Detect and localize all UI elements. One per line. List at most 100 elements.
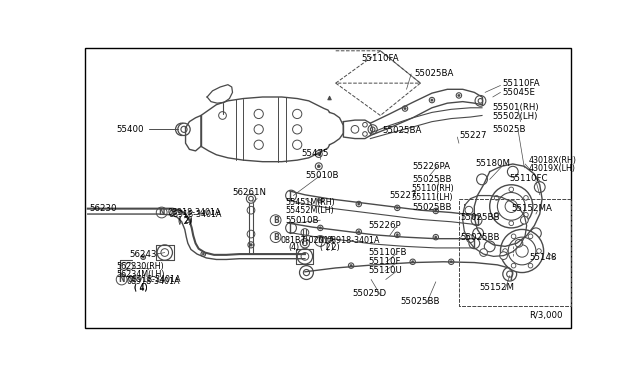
- Text: 55501(RH): 55501(RH): [492, 103, 539, 112]
- Circle shape: [537, 249, 541, 253]
- Circle shape: [528, 263, 533, 268]
- Circle shape: [435, 210, 437, 212]
- Text: N: N: [118, 275, 125, 284]
- Circle shape: [500, 252, 508, 260]
- Text: 55227: 55227: [459, 131, 486, 140]
- Text: 56234M(LH): 56234M(LH): [116, 270, 164, 279]
- Circle shape: [467, 235, 474, 243]
- Circle shape: [524, 196, 528, 200]
- Circle shape: [348, 263, 354, 268]
- Circle shape: [181, 126, 187, 132]
- Circle shape: [480, 249, 488, 256]
- Circle shape: [511, 263, 516, 268]
- Text: 55110F: 55110F: [369, 257, 401, 266]
- Circle shape: [503, 267, 516, 281]
- Circle shape: [351, 125, 359, 133]
- Circle shape: [477, 174, 488, 185]
- Circle shape: [484, 241, 495, 252]
- Circle shape: [469, 238, 480, 249]
- Text: 55010B: 55010B: [305, 171, 339, 180]
- Text: (4): (4): [288, 243, 299, 253]
- Circle shape: [161, 249, 168, 256]
- Circle shape: [292, 109, 302, 119]
- Text: 55025BB: 55025BB: [413, 175, 452, 184]
- Text: 55475: 55475: [301, 150, 328, 158]
- Circle shape: [404, 108, 406, 110]
- Circle shape: [358, 231, 360, 233]
- Circle shape: [270, 232, 281, 243]
- Circle shape: [142, 256, 144, 258]
- Text: ( 4): ( 4): [134, 283, 148, 292]
- Circle shape: [300, 239, 310, 248]
- Text: 55025B: 55025B: [492, 125, 525, 134]
- Text: 55110FB: 55110FB: [369, 248, 407, 257]
- Text: B: B: [273, 232, 278, 242]
- Circle shape: [121, 277, 127, 282]
- Circle shape: [433, 234, 438, 240]
- Text: B: B: [273, 216, 278, 225]
- Circle shape: [249, 196, 253, 201]
- Text: 562330(RH): 562330(RH): [116, 262, 164, 271]
- Text: 55227: 55227: [390, 191, 417, 200]
- Circle shape: [395, 205, 400, 211]
- Text: 08918-3401A: 08918-3401A: [168, 208, 221, 217]
- Bar: [459, 199, 570, 307]
- Text: R/3,000: R/3,000: [529, 311, 563, 320]
- Text: 55025BB: 55025BB: [413, 203, 452, 212]
- Circle shape: [508, 237, 536, 265]
- Circle shape: [471, 215, 482, 225]
- Circle shape: [125, 263, 133, 270]
- Text: N: N: [159, 208, 165, 217]
- Circle shape: [395, 232, 400, 238]
- Circle shape: [456, 93, 461, 98]
- Circle shape: [473, 228, 484, 239]
- Circle shape: [254, 109, 263, 119]
- Circle shape: [368, 125, 378, 134]
- Circle shape: [520, 217, 528, 224]
- Text: 55226PA: 55226PA: [413, 162, 451, 171]
- Circle shape: [505, 200, 517, 212]
- Circle shape: [494, 212, 499, 217]
- Text: 56230: 56230: [90, 204, 116, 213]
- Circle shape: [178, 123, 190, 135]
- Text: 55025D: 55025D: [353, 289, 387, 298]
- Circle shape: [285, 190, 296, 201]
- Text: 55045E: 55045E: [502, 88, 535, 97]
- Circle shape: [356, 201, 362, 207]
- Circle shape: [292, 125, 302, 134]
- Text: N: N: [317, 237, 324, 246]
- Circle shape: [371, 127, 375, 132]
- Circle shape: [531, 228, 541, 239]
- Circle shape: [317, 225, 323, 231]
- Text: ( 2): ( 2): [326, 243, 340, 253]
- Circle shape: [410, 259, 415, 264]
- Circle shape: [524, 212, 528, 217]
- Text: 56243: 56243: [129, 250, 157, 259]
- Circle shape: [528, 234, 533, 239]
- Text: 43019X(LH): 43019X(LH): [528, 164, 575, 173]
- Circle shape: [478, 99, 483, 103]
- Text: 55025BA: 55025BA: [414, 70, 454, 78]
- Text: 55110FA: 55110FA: [362, 54, 399, 63]
- Circle shape: [475, 96, 486, 106]
- Text: 081B7-0201A: 081B7-0201A: [280, 236, 334, 245]
- Circle shape: [317, 153, 320, 155]
- Circle shape: [157, 245, 172, 260]
- Text: 55400: 55400: [116, 125, 144, 134]
- Circle shape: [412, 260, 414, 263]
- Circle shape: [509, 221, 513, 225]
- Circle shape: [500, 230, 543, 273]
- Text: 55226P: 55226P: [369, 221, 401, 230]
- Circle shape: [315, 235, 326, 246]
- Circle shape: [507, 271, 513, 277]
- Circle shape: [503, 249, 508, 253]
- Text: 55452M(LH): 55452M(LH): [285, 206, 334, 215]
- Circle shape: [350, 264, 352, 267]
- Text: 55111(LH): 55111(LH): [411, 193, 452, 202]
- Text: 55180M: 55180M: [476, 160, 511, 169]
- Text: 55010B: 55010B: [285, 216, 319, 225]
- Circle shape: [247, 230, 255, 238]
- Circle shape: [270, 215, 281, 225]
- Circle shape: [429, 97, 435, 103]
- Text: 55025BA: 55025BA: [382, 126, 421, 135]
